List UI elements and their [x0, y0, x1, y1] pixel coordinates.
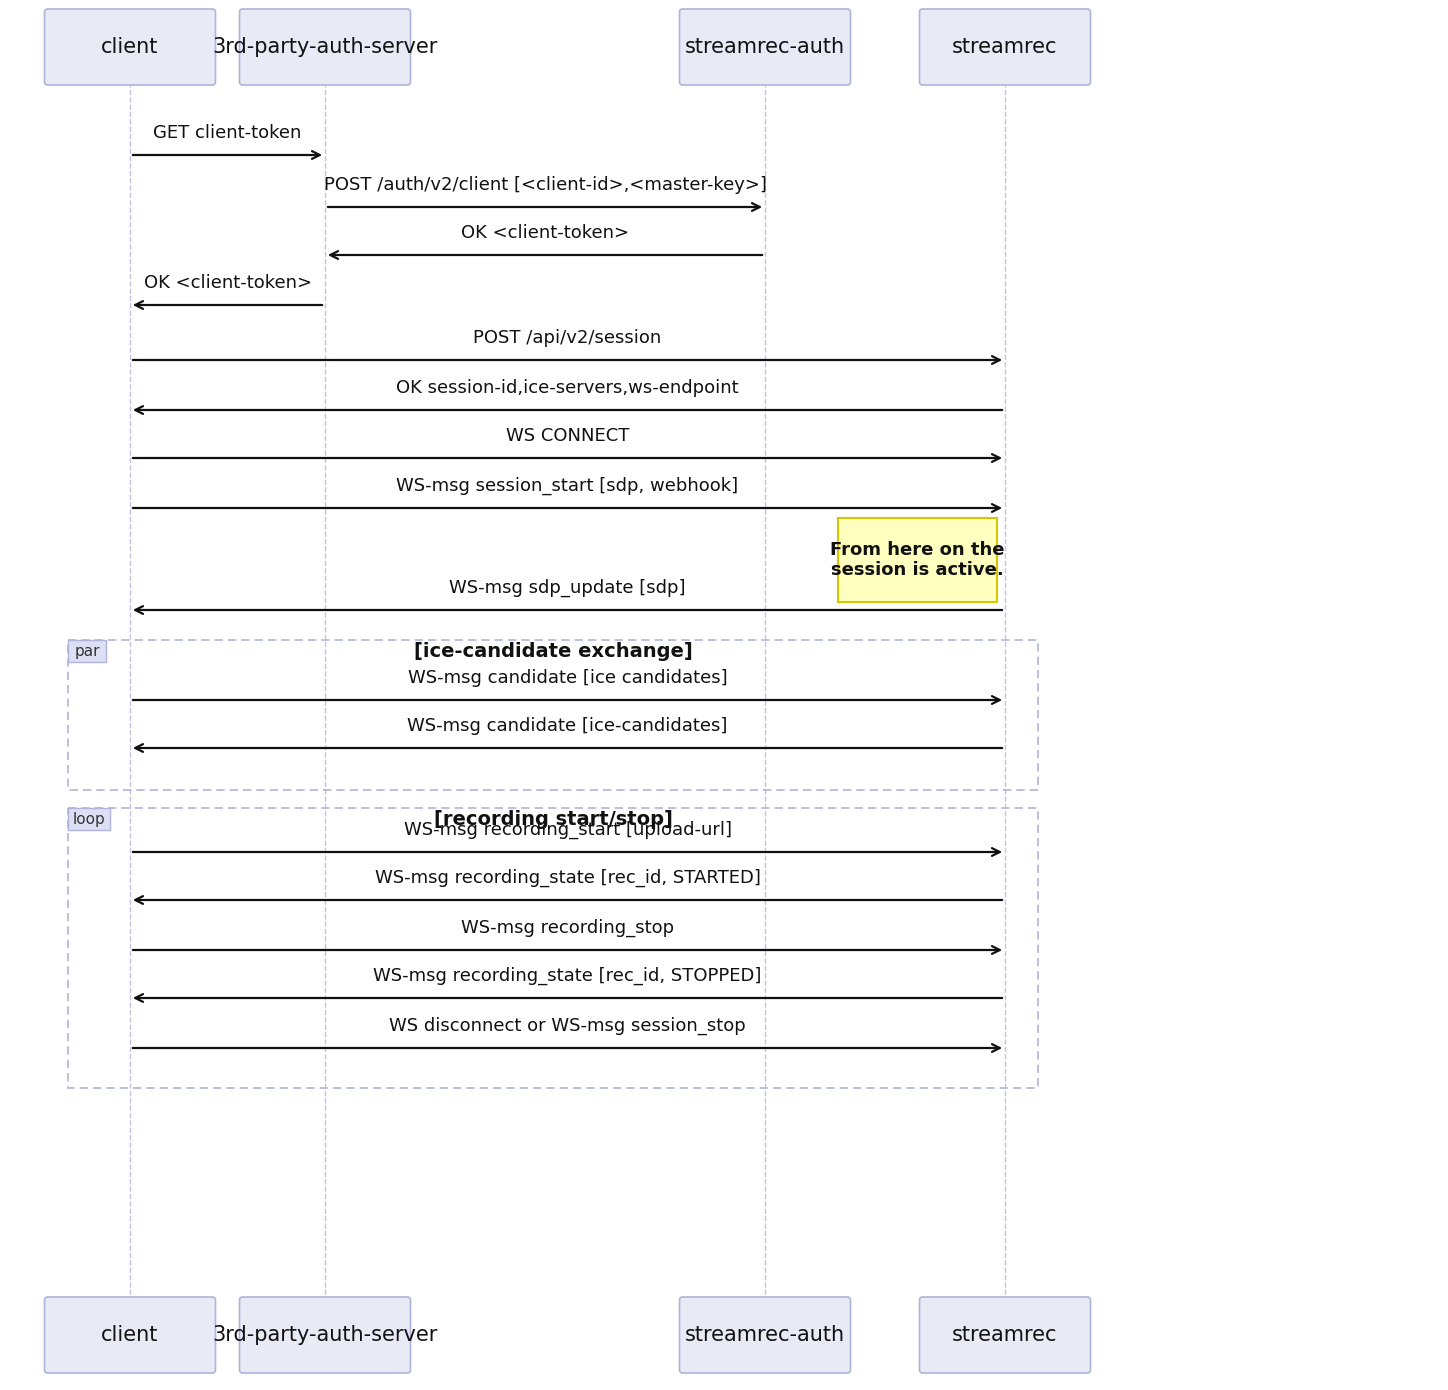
Bar [68, 639, 106, 662]
FancyBboxPatch shape [45, 8, 216, 85]
FancyBboxPatch shape [838, 518, 998, 602]
Text: WS-msg session_start [sdp, webhook]: WS-msg session_start [sdp, webhook] [397, 477, 738, 495]
Text: streamrec: streamrec [953, 38, 1057, 57]
Text: 3rd-party-auth-server: 3rd-party-auth-server [213, 38, 437, 57]
Bar [68, 639, 1038, 790]
FancyBboxPatch shape [679, 1297, 850, 1373]
Text: POST /api/v2/session: POST /api/v2/session [473, 329, 662, 348]
Text: WS-msg candidate [ice candidates]: WS-msg candidate [ice candidates] [408, 669, 727, 687]
FancyBboxPatch shape [919, 8, 1090, 85]
Text: streamrec-auth: streamrec-auth [685, 38, 846, 57]
Text: client: client [101, 38, 159, 57]
Text: WS-msg sdp_update [sdp]: WS-msg sdp_update [sdp] [449, 578, 686, 596]
Text: WS CONNECT: WS CONNECT [505, 427, 630, 445]
FancyBboxPatch shape [239, 1297, 410, 1373]
FancyBboxPatch shape [919, 1297, 1090, 1373]
Text: OK <client-token>: OK <client-token> [460, 224, 628, 242]
Text: POST /auth/v2/client [<client-id>,<master-key>]: POST /auth/v2/client [<client-id>,<maste… [323, 177, 766, 195]
Text: WS-msg recording_stop: WS-msg recording_stop [460, 919, 675, 937]
Text: WS-msg recording_state [rec_id, STARTED]: WS-msg recording_state [rec_id, STARTED] [375, 869, 760, 887]
Text: client: client [101, 1325, 159, 1346]
Text: 3rd-party-auth-server: 3rd-party-auth-server [213, 1325, 437, 1346]
Text: GET client-token: GET client-token [153, 124, 301, 142]
FancyBboxPatch shape [239, 8, 410, 85]
Text: WS disconnect or WS-msg session_stop: WS disconnect or WS-msg session_stop [390, 1016, 746, 1036]
Text: loop: loop [72, 812, 106, 827]
Text: streamrec-auth: streamrec-auth [685, 1325, 846, 1346]
Text: OK <client-token>: OK <client-token> [143, 274, 311, 292]
Text: [ice-candidate exchange]: [ice-candidate exchange] [414, 642, 692, 660]
Text: WS-msg candidate [ice-candidates]: WS-msg candidate [ice-candidates] [407, 717, 728, 735]
Bar [68, 808, 1038, 1088]
FancyBboxPatch shape [45, 1297, 216, 1373]
Bar [68, 808, 110, 830]
Text: OK session-id,ice-servers,ws-endpoint: OK session-id,ice-servers,ws-endpoint [397, 379, 738, 398]
Text: par: par [74, 644, 100, 659]
Text: WS-msg recording_start [upload-url]: WS-msg recording_start [upload-url] [404, 820, 731, 840]
Text: [recording start/stop]: [recording start/stop] [433, 809, 672, 828]
Text: streamrec: streamrec [953, 1325, 1057, 1346]
Text: WS-msg recording_state [rec_id, STOPPED]: WS-msg recording_state [rec_id, STOPPED] [374, 966, 762, 986]
FancyBboxPatch shape [679, 8, 850, 85]
Text: From here on the
session is active.: From here on the session is active. [830, 541, 1005, 580]
